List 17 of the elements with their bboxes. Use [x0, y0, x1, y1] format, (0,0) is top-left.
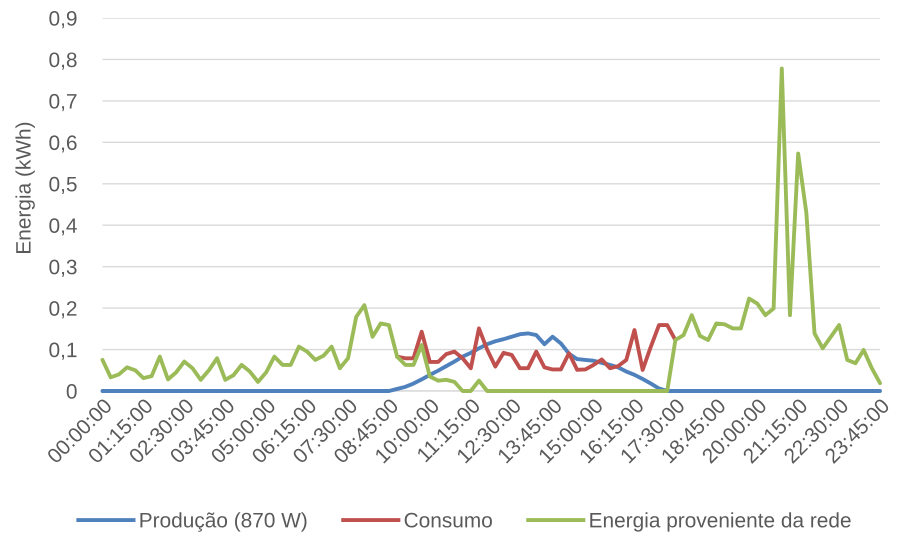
line-series — [100, 331, 882, 393]
y-tick-label: 0,5 — [49, 176, 77, 194]
y-tick-label: 0,1 — [49, 342, 76, 360]
y-tick-label: 0,8 — [49, 52, 77, 70]
y-tick-label: 0,9 — [49, 11, 77, 28]
y-tick-label: 0,7 — [49, 94, 76, 112]
legend-label: Energia proveniente da rede — [590, 512, 851, 532]
y-axis-title: Energia (kWh) — [15, 122, 35, 253]
y-tick-label: 0,2 — [49, 301, 76, 318]
legend-label: Produção (870 W) — [140, 512, 307, 532]
line-series — [100, 66, 882, 393]
y-tick-label: 0 — [66, 384, 77, 399]
legend-label: Consumo — [404, 512, 492, 528]
line-series — [395, 323, 678, 372]
y-tick-label: 0,4 — [49, 218, 77, 236]
y-tick-label: 0,3 — [49, 260, 77, 277]
y-tick-label: 0,6 — [49, 135, 77, 153]
